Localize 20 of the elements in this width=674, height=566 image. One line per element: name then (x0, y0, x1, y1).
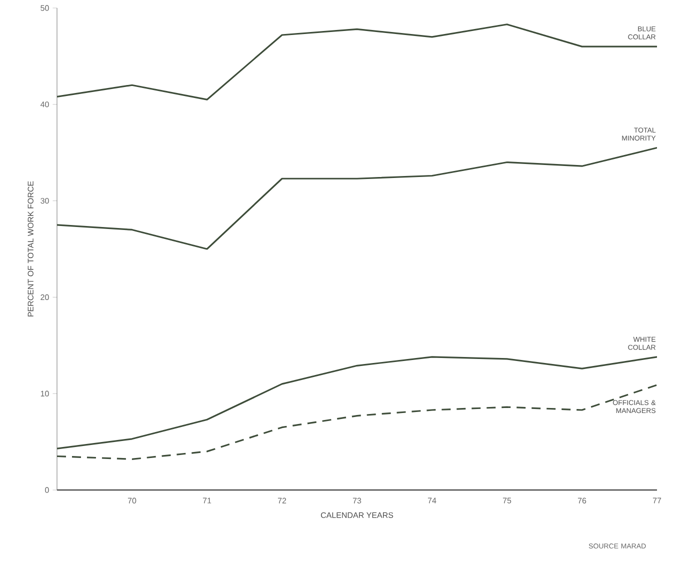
y-axis-title: PERCENT OF TOTAL WORK FORCE (28, 181, 34, 316)
x-tick-label: 74 (428, 498, 436, 504)
x-tick-label: 72 (278, 498, 286, 504)
x-tick-label: 75 (502, 498, 512, 504)
x-tick-label: 76 (578, 498, 586, 504)
x-tick-label: 70 (128, 498, 136, 504)
line-series (57, 24, 658, 100)
line-series (57, 384, 658, 460)
y-tick-label: 50 (40, 5, 49, 11)
x-tick-label: 73 (352, 498, 362, 504)
y-tick-label: 20 (40, 294, 49, 300)
x-tick-label: 77 (652, 498, 662, 504)
y-tick-label: 10 (40, 390, 49, 396)
y-tick-label: 30 (40, 198, 49, 204)
line-series (57, 146, 658, 250)
y-tick-label: 40 (40, 102, 49, 108)
x-tick-label: 71 (202, 498, 212, 504)
y-tick-label: 0 (45, 487, 49, 493)
x-axis-title: CALENDAR YEARS (320, 512, 394, 518)
line-series (57, 356, 658, 450)
